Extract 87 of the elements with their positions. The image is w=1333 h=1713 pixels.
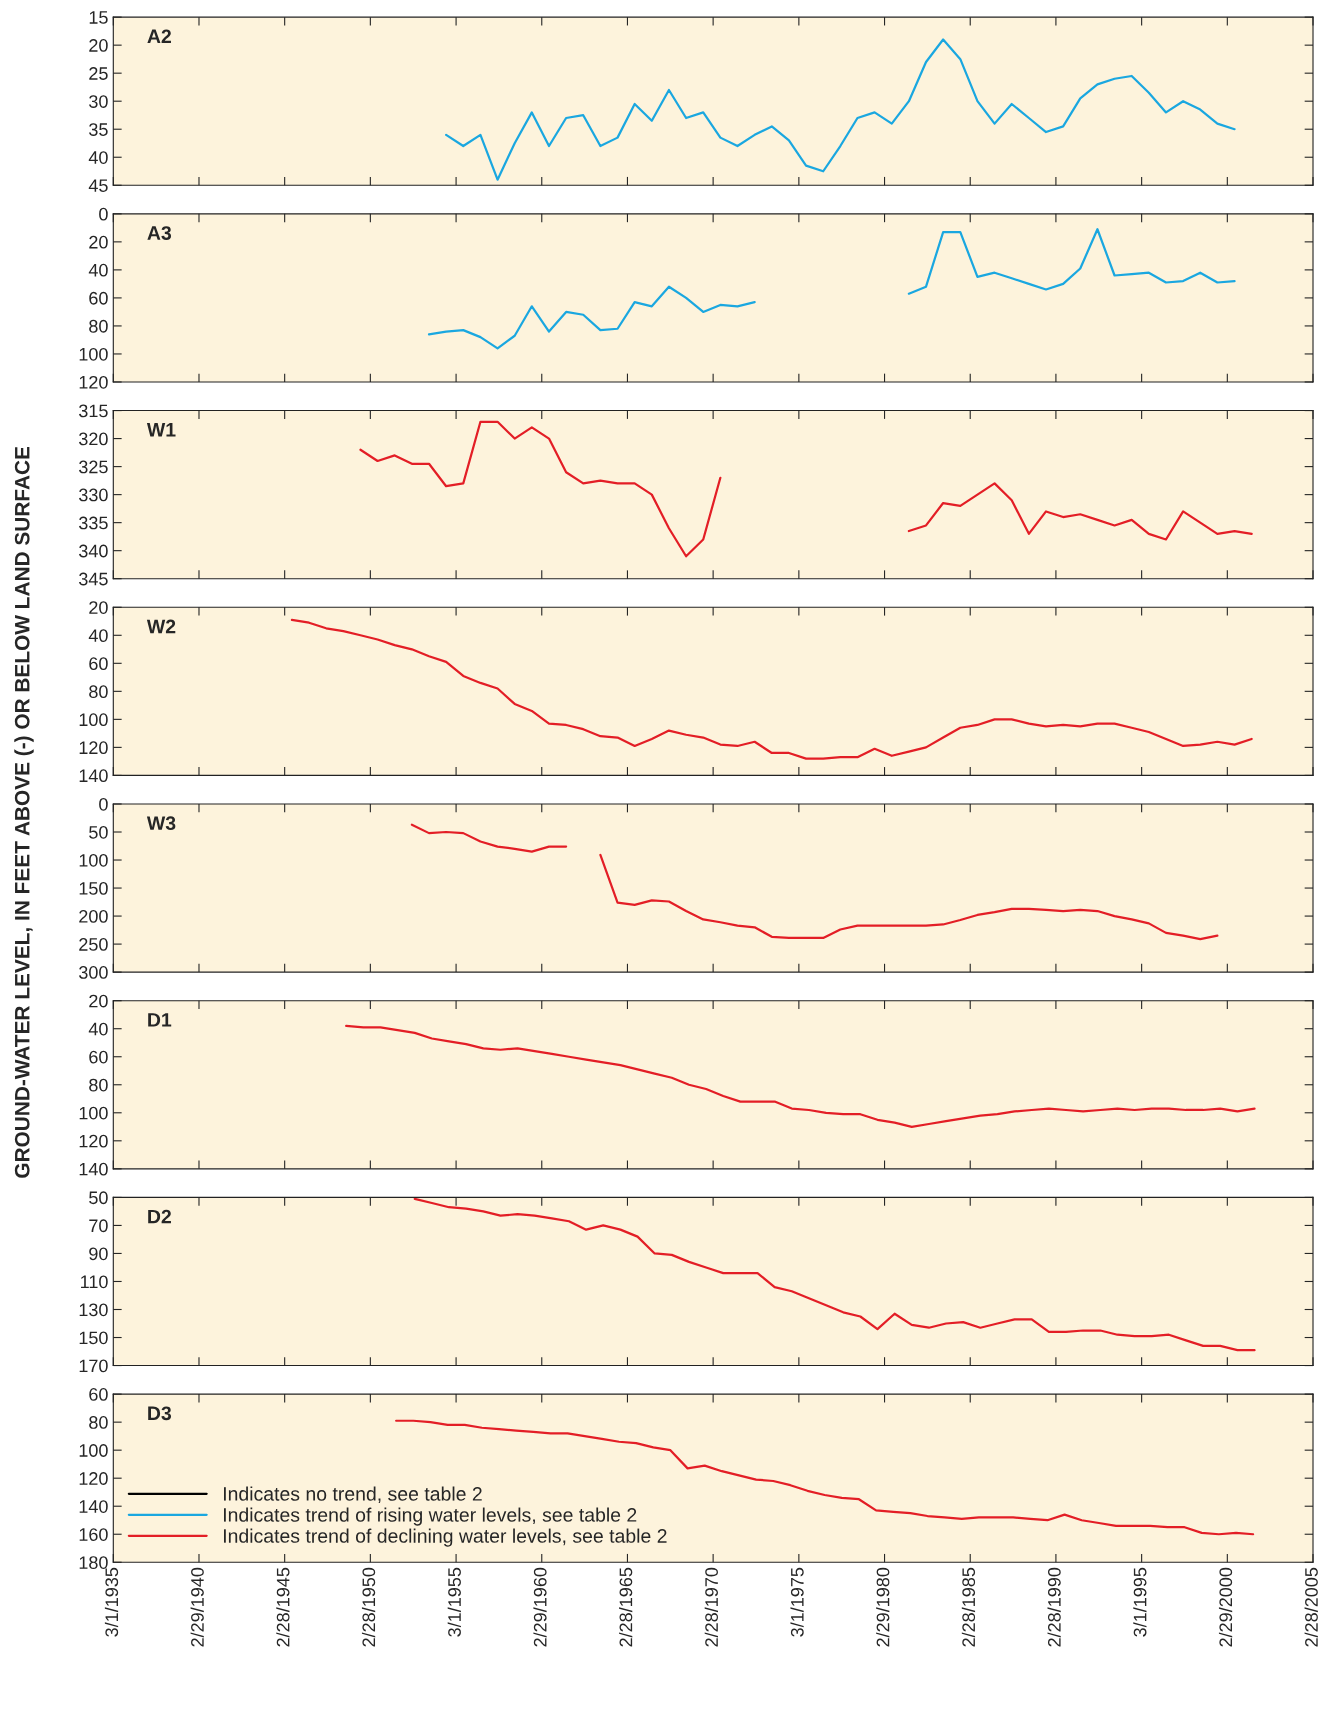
x-tick-label: 3/1/1935	[104, 1567, 119, 1637]
y-tick-label: 180	[79, 1556, 108, 1569]
line-series	[413, 1197, 1256, 1352]
y-tick-label: 60	[89, 1050, 108, 1064]
y-tick-label: 45	[88, 179, 108, 192]
y-tick-label: 60	[89, 657, 108, 671]
x-tick-label: 2/28/1970	[704, 1567, 718, 1647]
x-tick-label: 3/1/1955	[447, 1567, 461, 1637]
y-tick-label: 335	[79, 516, 108, 530]
y-tick-label: 100	[79, 713, 108, 727]
y-tick-label: 0	[99, 797, 108, 811]
y-tick-label: 140	[79, 1162, 108, 1176]
y-tick-label: 70	[89, 1219, 108, 1233]
x-tick-label: 2/29/2000	[1218, 1567, 1233, 1647]
y-tick-label: 140	[79, 1500, 108, 1513]
x-tick-label: 2/28/1990	[1047, 1567, 1061, 1647]
y-tick-label: 150	[79, 881, 108, 895]
y-tick-label: 150	[79, 1331, 108, 1345]
y-tick-label: 120	[79, 1134, 108, 1148]
y-tick-label: 315	[79, 404, 108, 418]
chart-title: D3	[148, 1406, 172, 1421]
chart-title: A2	[147, 29, 171, 43]
y-tick-label: 110	[81, 1275, 108, 1289]
x-tick-label: 2/28/1965	[619, 1567, 633, 1647]
y-tick-label: 35	[89, 123, 108, 136]
y-tick-label: 330	[79, 488, 108, 502]
line-series	[345, 1024, 1256, 1128]
y-tick-label: 25	[89, 67, 108, 80]
y-tick-label: 130	[79, 1303, 108, 1317]
y-tick-label: 120	[79, 375, 108, 389]
y-tick-label: 120	[79, 1472, 108, 1485]
y-tick-label: 40	[88, 151, 108, 164]
y-tick-label: 80	[89, 1416, 108, 1429]
y-tick-label: 80	[89, 319, 108, 333]
y-tick-label: 100	[79, 1444, 108, 1457]
x-tick-label: 2/28/1950	[361, 1567, 376, 1647]
y-tick-label: 100	[79, 1106, 108, 1120]
x-tick-label: 2/29/1960	[533, 1567, 547, 1647]
y-tick-label: 20	[89, 235, 108, 249]
line-series	[445, 38, 1236, 181]
x-tick-label: 2/28/1945	[276, 1567, 290, 1647]
y-tick-label: 15	[89, 11, 108, 24]
line-series	[290, 618, 1253, 760]
y-tick-label: 170	[79, 1359, 108, 1373]
chart-title: D1	[148, 1013, 172, 1027]
y-tick-label: 50	[89, 1191, 108, 1205]
legend-label: Indicates no trend, see table 2	[223, 1486, 482, 1504]
y-tick-label: 50	[89, 825, 108, 839]
x-tick-label: 2/29/1980	[876, 1567, 890, 1647]
y-tick-label: 60	[89, 1388, 108, 1401]
chart-title: W2	[146, 619, 176, 634]
y-tick-label: 100	[79, 853, 108, 867]
legend-label: Indicates trend of declining water levels, see table 2	[223, 1528, 667, 1547]
chart-title: W1	[146, 423, 176, 437]
x-tick-label: 3/1/1975	[790, 1567, 804, 1637]
x-tick-label: 3/1/1995	[1133, 1567, 1147, 1637]
y-tick-label: 40	[88, 629, 108, 643]
y-tick-label: 40	[88, 1022, 108, 1036]
y-tick-label: 80	[89, 1078, 108, 1092]
y-tick-label: 300	[79, 966, 108, 979]
x-tick-label: 2/28/1985	[961, 1567, 976, 1647]
y-tick-label: 80	[89, 685, 108, 699]
y-tick-label: 340	[79, 544, 108, 558]
y-axis-title: GROUND-WATER LEVEL, IN FEET ABOVE (-) OR BELOW LAND SURFACE	[14, 446, 34, 1178]
y-tick-label: 345	[79, 572, 108, 586]
legend-label: Indicates trend of rising water levels, see table 2	[223, 1507, 637, 1526]
y-tick-label: 20	[89, 39, 108, 52]
y-tick-label: 60	[89, 291, 108, 305]
x-tick-label: 2/29/1940	[190, 1567, 204, 1647]
y-tick-label: 320	[79, 432, 108, 446]
chart-title: D2	[148, 1209, 171, 1224]
y-tick-label: 325	[79, 460, 108, 474]
y-tick-label: 200	[79, 910, 108, 923]
y-tick-label: 160	[79, 1528, 108, 1541]
x-tick-label: 2/28/2005	[1304, 1567, 1318, 1647]
y-tick-label: 140	[79, 769, 108, 783]
y-tick-label: 100	[79, 347, 108, 361]
y-tick-label: 20	[89, 994, 108, 1008]
y-tick-label: 90	[89, 1247, 108, 1261]
chart-title: W3	[146, 816, 176, 831]
y-tick-label: 120	[79, 741, 108, 755]
y-tick-label: 40	[88, 263, 108, 277]
y-tick-label: 20	[89, 601, 108, 614]
chart-title: A3	[147, 226, 172, 240]
y-tick-label: 0	[99, 207, 108, 221]
y-tick-label: 30	[89, 95, 108, 108]
y-tick-label: 250	[79, 938, 108, 951]
